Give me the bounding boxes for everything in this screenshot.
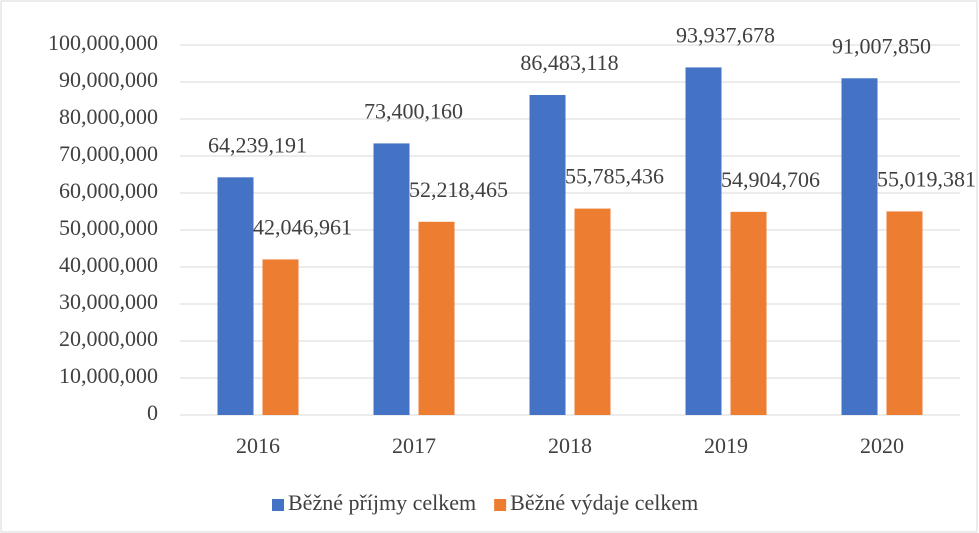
x-tick-label: 2016 bbox=[236, 433, 280, 458]
bar bbox=[373, 143, 410, 415]
bar bbox=[529, 95, 566, 416]
legend-swatch bbox=[272, 499, 284, 511]
bar bbox=[262, 259, 299, 415]
data-label: 93,937,678 bbox=[676, 22, 775, 47]
y-tick-label: 40,000,000 bbox=[59, 252, 158, 277]
bar bbox=[217, 177, 254, 415]
legend-swatch bbox=[494, 499, 507, 511]
x-tick-label: 2019 bbox=[704, 433, 748, 458]
data-label: 54,904,706 bbox=[721, 167, 820, 192]
bar bbox=[574, 208, 611, 415]
x-tick-label: 2020 bbox=[860, 433, 904, 458]
data-label: 91,007,850 bbox=[832, 33, 931, 58]
x-tick-label: 2018 bbox=[548, 433, 592, 458]
y-tick-label: 30,000,000 bbox=[59, 289, 158, 314]
data-label: 55,785,436 bbox=[565, 164, 664, 189]
data-label: 73,400,160 bbox=[364, 98, 463, 123]
y-tick-label: 80,000,000 bbox=[59, 104, 158, 129]
data-label: 42,046,961 bbox=[253, 214, 352, 239]
y-tick-label: 100,000,000 bbox=[48, 30, 158, 55]
bar bbox=[418, 221, 455, 415]
y-tick-label: 50,000,000 bbox=[59, 215, 158, 240]
bar bbox=[685, 67, 722, 415]
legend-label: Běžné příjmy celkem bbox=[288, 490, 476, 515]
data-label: 55,019,381 bbox=[877, 166, 976, 191]
y-tick-label: 70,000,000 bbox=[59, 141, 158, 166]
y-tick-label: 60,000,000 bbox=[59, 178, 158, 203]
legend-label: Běžné výdaje celkem bbox=[510, 490, 698, 515]
bar bbox=[886, 211, 923, 415]
y-tick-label: 10,000,000 bbox=[59, 363, 158, 388]
data-label: 64,239,191 bbox=[208, 132, 307, 157]
x-tick-label: 2017 bbox=[392, 433, 436, 458]
data-label: 86,483,118 bbox=[520, 50, 618, 75]
y-tick-label: 20,000,000 bbox=[59, 326, 158, 351]
y-tick-label: 90,000,000 bbox=[59, 67, 158, 92]
bar bbox=[841, 78, 878, 415]
bar bbox=[730, 211, 767, 415]
y-tick-label: 0 bbox=[147, 400, 158, 425]
data-label: 52,218,465 bbox=[409, 177, 508, 202]
